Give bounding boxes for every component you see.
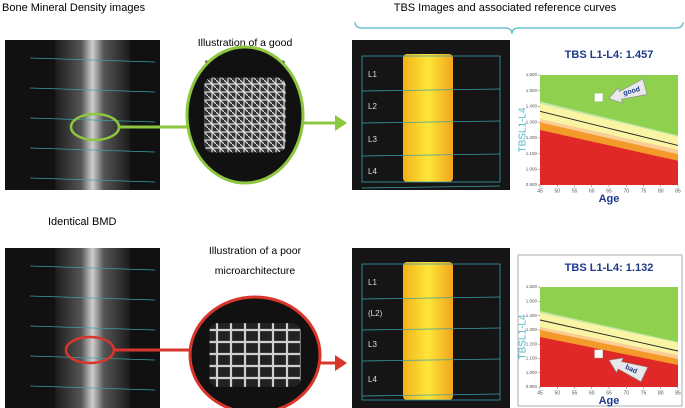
x-tick-label: 45: [537, 188, 543, 194]
x-tick-label: 80: [658, 390, 664, 396]
illustration-title: Illustration of a poor: [209, 245, 302, 257]
zone-green: [540, 287, 678, 343]
tbs-frame: [361, 263, 501, 401]
bracket: [354, 21, 684, 35]
vertebra-line: [361, 185, 501, 189]
vertebra-label: L4: [368, 375, 377, 384]
patient-point: [594, 93, 603, 102]
x-tick-label: 70: [623, 390, 629, 396]
x-axis-label: Age: [599, 395, 620, 407]
x-tick-label: 65: [606, 390, 612, 396]
vertebra-line: [29, 265, 156, 271]
vertebra-line: [361, 153, 501, 157]
vertebra-label: (L2): [368, 309, 383, 318]
annotation: good: [623, 86, 641, 97]
y-tick-label: 1.100: [526, 356, 538, 361]
y-tick-label: 1.600: [526, 284, 538, 289]
right-header: TBS Images and associated reference curv…: [394, 2, 617, 14]
vertebra-line: [29, 295, 156, 301]
y-tick-label: 1.100: [526, 151, 538, 156]
tbs-spine: [403, 54, 453, 182]
tbs-frame: [361, 55, 501, 183]
vertebra-label: L4: [368, 167, 377, 176]
x-tick-label: 85: [675, 390, 681, 396]
vertebra-line: [361, 327, 501, 331]
y-tick-label: 1.200: [526, 341, 538, 346]
chart-frame: [517, 254, 683, 407]
reference-curve: [539, 319, 679, 352]
x-tick-label: 75: [641, 390, 647, 396]
vertebra-label: L1: [368, 70, 377, 79]
y-tick-label: 0.900: [526, 182, 538, 187]
middle-label: Identical BMD: [48, 216, 117, 228]
annotation-arrow: [608, 357, 649, 383]
x-tick-label: 70: [623, 188, 629, 194]
vertebra-line: [361, 296, 501, 300]
y-axis-label: TBSL1-L4: [518, 314, 529, 359]
x-tick-label: 85: [675, 188, 681, 194]
tbs-spine: [403, 262, 453, 400]
x-tick-label: 60: [589, 390, 595, 396]
vertebra-label: L2: [368, 102, 377, 111]
x-tick-label: 50: [554, 188, 560, 194]
x-axis-label: Age: [599, 193, 620, 205]
y-tick-label: 1.200: [526, 135, 538, 140]
reference-curve: [539, 110, 679, 146]
vertebra-line: [29, 355, 156, 361]
y-tick-label: 1.000: [526, 166, 538, 171]
x-tick-label: 80: [658, 188, 664, 194]
vertebra-line: [361, 393, 501, 397]
x-tick-label: 45: [537, 390, 543, 396]
y-tick-label: 1.500: [526, 88, 538, 93]
y-tick-label: 1.600: [526, 72, 538, 77]
arrow-head: [335, 355, 347, 371]
x-tick-label: 75: [641, 188, 647, 194]
vertebra-line: [29, 385, 156, 391]
vertebra-line: [29, 325, 156, 331]
x-tick-label: 55: [572, 188, 578, 194]
y-tick-label: 1.000: [526, 370, 538, 375]
reference-band: [540, 101, 678, 155]
x-tick-label: 65: [606, 188, 612, 194]
x-tick-label: 50: [554, 390, 560, 396]
illustration-title: microarchitecture: [215, 265, 296, 277]
x-tick-label: 60: [589, 188, 595, 194]
reference-band: [540, 311, 678, 359]
vertebra-label: L3: [368, 135, 377, 144]
vertebra-line: [361, 88, 501, 92]
vertebra-line: [29, 87, 156, 93]
y-tick-label: 1.400: [526, 313, 538, 318]
vertebra-line: [361, 120, 501, 124]
y-tick-label: 1.500: [526, 298, 538, 303]
vertebra-line: [29, 117, 156, 123]
y-tick-label: 1.300: [526, 327, 538, 332]
vertebra-line: [29, 177, 156, 183]
x-tick-label: 55: [572, 390, 578, 396]
arrow-head: [335, 115, 347, 131]
vertebra-line: [29, 147, 156, 153]
y-tick-label: 1.300: [526, 119, 538, 124]
chart-title: TBS L1-L4: 1.457: [565, 49, 654, 61]
annotation: bad: [624, 364, 638, 376]
chart-title: TBS L1-L4: 1.132: [565, 262, 654, 274]
y-tick-label: 0.900: [526, 384, 538, 389]
illustration-title: Illustration of a good: [198, 37, 293, 49]
trabecular-bone: [209, 323, 301, 387]
patient-point: [594, 349, 603, 359]
left-header: Bone Mineral Density images: [2, 2, 146, 14]
vertebra-line: [361, 358, 501, 362]
y-axis-label: TBSL1-L4: [518, 107, 529, 152]
vertebra-label: L1: [368, 278, 377, 287]
y-tick-label: 1.400: [526, 104, 538, 109]
trabecular-bone: [204, 77, 286, 153]
vertebra-line: [29, 57, 156, 63]
annotation-arrow: [608, 78, 648, 104]
vertebra-label: L3: [368, 340, 377, 349]
